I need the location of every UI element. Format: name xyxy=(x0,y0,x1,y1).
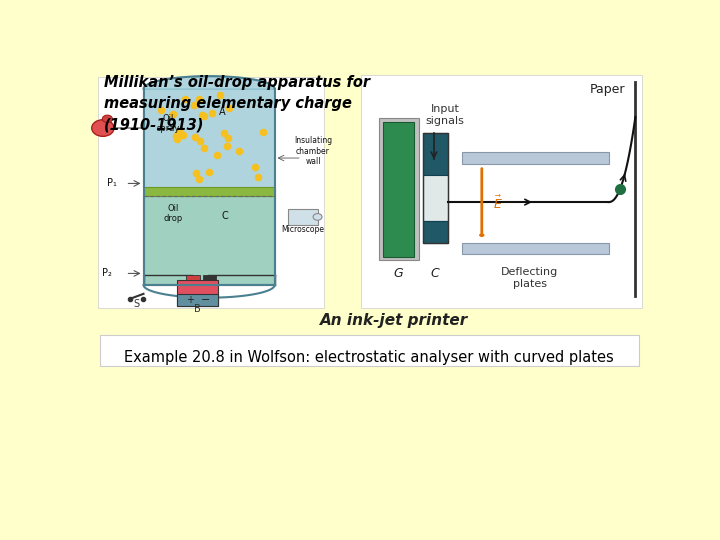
Text: Oil
spray: Oil spray xyxy=(157,114,180,133)
Circle shape xyxy=(313,213,322,220)
Text: Deflecting
plates: Deflecting plates xyxy=(501,267,558,288)
Bar xyxy=(423,175,448,221)
Polygon shape xyxy=(143,76,274,188)
Text: An ink-jet printer: An ink-jet printer xyxy=(320,313,468,328)
Bar xyxy=(379,118,418,260)
Text: Paper: Paper xyxy=(590,83,626,96)
Bar xyxy=(423,133,448,175)
Text: −: − xyxy=(200,295,210,305)
Bar xyxy=(462,243,608,254)
Bar xyxy=(99,77,324,308)
Bar xyxy=(361,75,642,308)
Bar xyxy=(186,274,200,280)
Bar xyxy=(143,196,274,285)
Text: C: C xyxy=(431,267,440,280)
Text: Input
signals: Input signals xyxy=(426,104,464,126)
Bar xyxy=(100,335,639,366)
Text: P₁: P₁ xyxy=(107,178,117,188)
Bar xyxy=(383,122,414,257)
Text: Example 20.8 in Wolfson: electrostatic analyser with curved plates: Example 20.8 in Wolfson: electrostatic a… xyxy=(124,350,614,366)
Bar xyxy=(177,294,218,306)
Text: B: B xyxy=(194,304,201,314)
Text: G: G xyxy=(394,267,403,280)
Bar xyxy=(143,187,274,196)
Bar xyxy=(177,280,218,306)
Text: S: S xyxy=(134,299,140,309)
Bar xyxy=(288,209,318,225)
Text: Microscope: Microscope xyxy=(282,226,325,234)
Bar xyxy=(462,152,608,164)
Circle shape xyxy=(102,115,112,123)
Text: +: + xyxy=(186,295,194,305)
Circle shape xyxy=(91,120,114,137)
Text: Insulating
chamber
wall: Insulating chamber wall xyxy=(294,136,332,166)
Bar xyxy=(203,274,216,280)
Text: A: A xyxy=(220,107,226,117)
Bar xyxy=(423,221,448,243)
Text: P₂: P₂ xyxy=(102,268,112,279)
Text: Millikan’s oil-drop apparatus for
measuring elementary charge
(1910-1913): Millikan’s oil-drop apparatus for measur… xyxy=(104,75,370,132)
Bar xyxy=(423,133,448,243)
Text: Oil
drop: Oil drop xyxy=(163,204,183,223)
Text: $\vec{E}$: $\vec{E}$ xyxy=(493,194,503,212)
Text: C: C xyxy=(222,211,228,221)
